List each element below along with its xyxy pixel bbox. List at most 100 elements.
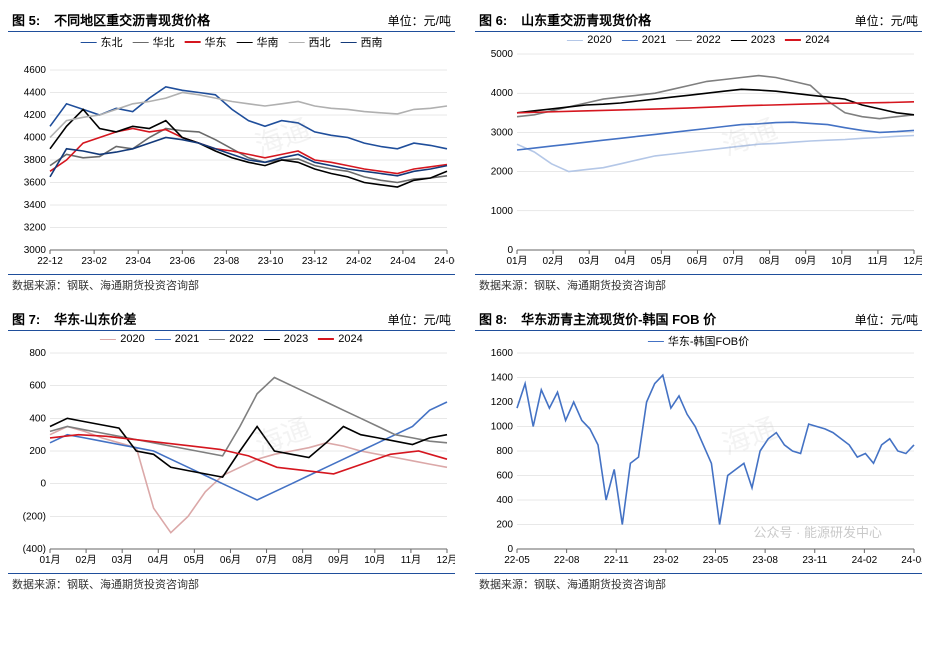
svg-text:4000: 4000 [24,133,47,144]
svg-text:600: 600 [29,381,46,392]
svg-text:07月: 07月 [723,255,744,267]
legend-label: 2023 [284,333,308,345]
chart-area: 30003200340036003800400042004400460022-1… [8,32,455,272]
svg-text:1000: 1000 [491,206,514,217]
svg-text:22-08: 22-08 [554,555,580,566]
fig-unit: 单位：元/吨 [855,12,918,29]
svg-text:04月: 04月 [148,554,169,566]
legend-swatch [209,339,225,340]
legend-swatch [648,341,664,342]
svg-text:23-06: 23-06 [170,256,196,267]
legend-item: 西南 [341,34,383,50]
svg-text:3000: 3000 [24,245,47,256]
chart-svg: 30003200340036003800400042004400460022-1… [8,32,455,272]
svg-text:4600: 4600 [24,65,47,76]
svg-text:22-05: 22-05 [504,555,530,566]
legend-item: 东北 [81,34,123,50]
svg-text:1000: 1000 [491,422,514,433]
legend-swatch [237,42,253,43]
svg-text:4200: 4200 [24,110,47,121]
svg-text:12月: 12月 [903,255,922,267]
svg-text:06月: 06月 [687,255,708,267]
watermark-footer: 公众号 · 能源研发中心 [753,522,882,541]
fig-unit: 单位：元/吨 [855,311,918,328]
legend-swatch [567,40,583,41]
legend-item: 2020 [100,333,144,345]
svg-text:24-06: 24-06 [434,256,455,267]
series-2022 [50,378,447,456]
series-华东-韩国FOB价 [517,375,914,524]
legend-item: 2021 [622,34,666,46]
svg-text:0: 0 [507,544,513,555]
svg-text:23-08: 23-08 [214,256,240,267]
legend-swatch [676,40,692,41]
series-2024 [517,102,914,113]
svg-text:11月: 11月 [868,255,888,267]
fig-title: 华东沥青主流现货价-韩国 FOB 价 [521,309,854,328]
svg-text:200: 200 [496,520,513,531]
svg-text:02月: 02月 [76,554,97,566]
legend-swatch [264,339,280,340]
svg-text:3400: 3400 [24,200,47,211]
series-2021 [517,122,914,150]
chart-area: 公众号 · 能源研发中心 020040060080010001200140016… [475,331,922,571]
svg-text:24-02: 24-02 [346,256,372,267]
svg-text:12月: 12月 [436,554,455,566]
svg-text:05月: 05月 [184,554,205,566]
svg-text:22-11: 22-11 [604,555,629,566]
legend-label: 西北 [309,34,331,50]
legend-label: 2020 [587,34,611,46]
legend-label: 东北 [101,34,123,50]
legend: 20202021202220232024 [564,34,832,46]
panel-header: 图 5: 不同地区重交沥青现货价格 单位：元/吨 [8,8,455,32]
legend-label: 2020 [120,333,144,345]
svg-text:09月: 09月 [328,554,349,566]
svg-text:3200: 3200 [24,223,47,234]
fig-label: 图 6: [479,10,507,29]
legend-item: 2023 [264,333,308,345]
svg-text:10月: 10月 [364,554,385,566]
svg-text:04月: 04月 [615,255,636,267]
legend-label: 华东 [205,34,227,50]
fig-label: 图 7: [12,309,40,328]
svg-text:01月: 01月 [506,255,527,267]
legend-swatch [155,339,171,340]
svg-text:02月: 02月 [543,255,564,267]
svg-text:03月: 03月 [112,554,133,566]
series-2020 [517,136,914,172]
legend-label: 2021 [642,34,666,46]
legend-label: 2024 [805,34,829,46]
svg-text:0: 0 [507,245,513,256]
svg-text:24-04: 24-04 [390,256,416,267]
svg-text:1200: 1200 [491,397,514,408]
svg-text:23-05: 23-05 [703,555,729,566]
svg-text:800: 800 [29,348,46,359]
fig-unit: 单位：元/吨 [388,311,451,328]
legend-swatch [133,42,149,43]
legend-item: 西北 [289,34,331,50]
svg-text:06月: 06月 [220,554,241,566]
legend-swatch [785,39,801,41]
series-2022 [517,76,914,119]
legend-item: 华北 [133,34,175,50]
legend-item: 2024 [318,333,362,345]
legend-label: 华北 [153,34,175,50]
panel-header: 图 7: 华东-山东价差 单位：元/吨 [8,307,455,331]
legend-label: 2022 [229,333,253,345]
svg-text:1400: 1400 [491,373,514,384]
legend-swatch [341,42,357,43]
svg-text:3800: 3800 [24,155,47,166]
svg-text:800: 800 [496,446,513,457]
svg-text:0: 0 [40,479,46,490]
legend-label: 2024 [338,333,362,345]
legend-label: 华南 [257,34,279,50]
svg-text:(200): (200) [23,511,46,522]
legend-item: 华东-韩国FOB价 [648,333,749,349]
svg-text:4000: 4000 [491,88,514,99]
svg-text:23-08: 23-08 [752,555,778,566]
svg-text:600: 600 [496,471,513,482]
legend-swatch [622,40,638,41]
legend: 东北 华北 华东 华南 西北西南 [57,34,406,50]
svg-text:400: 400 [29,413,46,424]
chart-svg: (400)(200)020040060080001月02月03月04月05月06… [8,331,455,571]
